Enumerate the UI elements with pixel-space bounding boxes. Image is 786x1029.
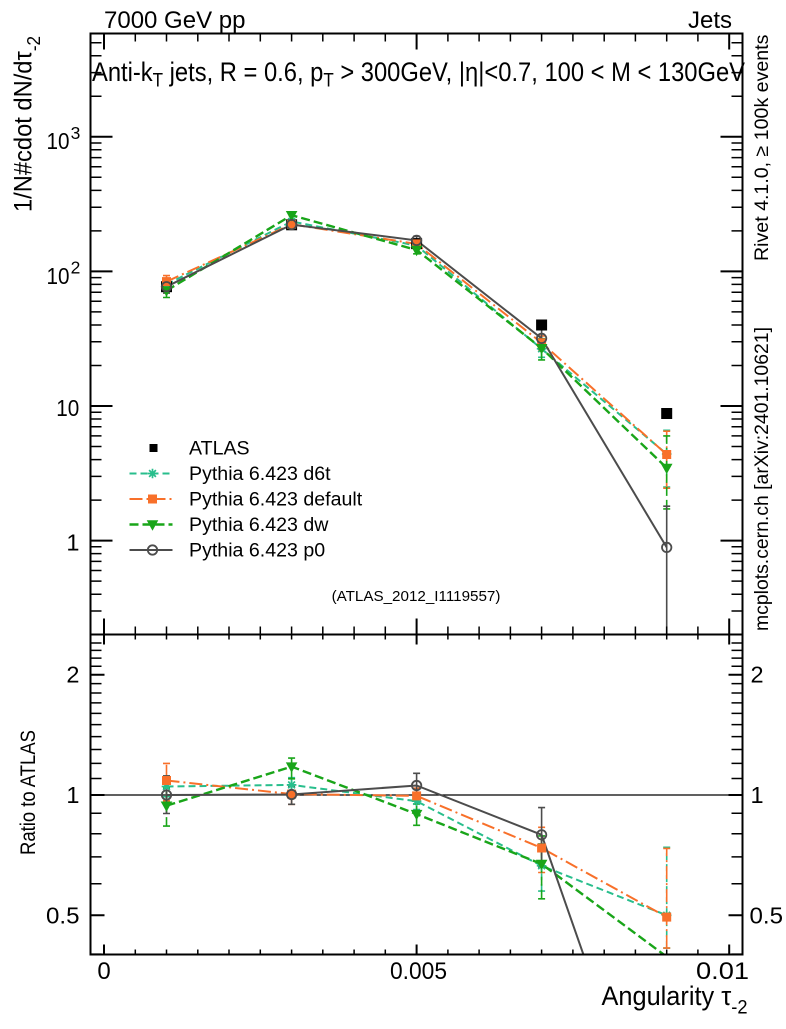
svg-text:0.01: 0.01 [696,958,749,985]
svg-text:0: 0 [97,958,110,985]
svg-text:Ratio to ATLAS: Ratio to ATLAS [17,730,40,855]
svg-text:Jets: Jets [688,7,732,34]
svg-text:Pythia 6.423 dw: Pythia 6.423 dw [189,514,329,536]
svg-text:10: 10 [47,128,70,154]
svg-text:(ATLAS_2012_I1119557): (ATLAS_2012_I1119557) [332,588,501,605]
svg-text:ATLAS: ATLAS [189,438,250,460]
svg-text:1: 1 [751,782,764,808]
svg-text:3: 3 [71,123,81,143]
svg-text:Pythia 6.423 d6t: Pythia 6.423 d6t [189,463,331,485]
svg-text:0.005: 0.005 [390,958,447,985]
svg-text:10: 10 [47,263,70,289]
svg-text:10: 10 [56,395,79,421]
svg-text:2: 2 [71,258,81,278]
svg-text:2: 2 [751,662,764,688]
svg-text:mcplots.cern.ch [arXiv:2401.10: mcplots.cern.ch [arXiv:2401.10621] [751,327,773,631]
svg-text:Pythia 6.423 p0: Pythia 6.423 p0 [189,540,325,562]
svg-text:2: 2 [66,662,79,688]
svg-text:0.5: 0.5 [750,902,784,928]
svg-text:7000 GeV pp: 7000 GeV pp [104,7,245,34]
svg-text:0.5: 0.5 [46,902,80,928]
svg-text:Rivet 4.1.0, ≥ 100k events: Rivet 4.1.0, ≥ 100k events [751,34,773,261]
svg-text:1: 1 [66,530,79,556]
svg-text:Anti-kT jets, R = 0.6, pT > 30: Anti-kT jets, R = 0.6, pT > 300GeV, |η|<… [92,57,745,92]
svg-text:1: 1 [66,782,79,808]
svg-text:Pythia 6.423 default: Pythia 6.423 default [189,489,363,511]
